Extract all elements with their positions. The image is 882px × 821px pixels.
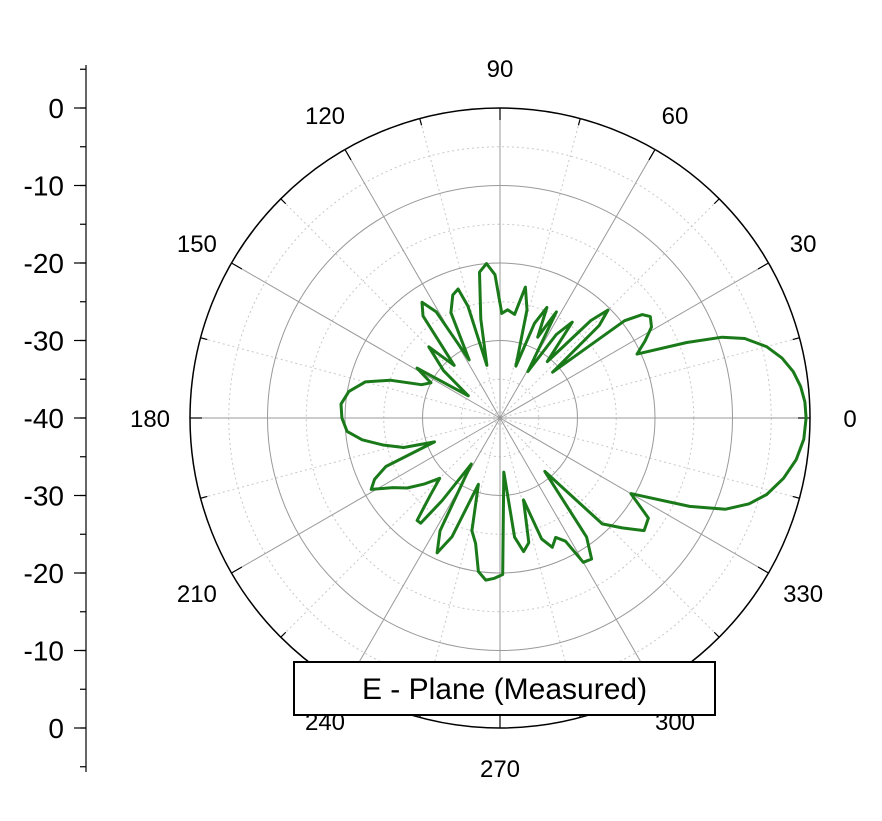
series-line <box>339 262 808 582</box>
angle-label: 150 <box>177 231 217 258</box>
angle-tick <box>344 149 352 161</box>
legend-label: E - Plane (Measured) <box>362 673 647 706</box>
grid-spoke <box>344 417 501 687</box>
radial-tick-label: -10 <box>24 171 64 202</box>
radial-tick-label: -40 <box>24 403 64 434</box>
radial-tick-label: 0 <box>48 713 64 744</box>
angle-tick <box>792 337 800 341</box>
grid-spoke <box>231 262 501 419</box>
angle-tick <box>792 495 800 499</box>
angle-label: 120 <box>305 103 345 130</box>
angle-label: 60 <box>662 103 689 130</box>
angle-tick <box>577 118 581 126</box>
radial-tick-label: -30 <box>24 326 64 357</box>
angle-label: 30 <box>790 231 817 258</box>
radial-tick-label: -20 <box>24 558 64 589</box>
angle-tick <box>419 118 423 126</box>
angle-tick <box>757 262 769 270</box>
angle-tick <box>200 495 208 499</box>
legend: E - Plane (Measured) <box>293 661 716 716</box>
angle-tick <box>648 149 656 161</box>
angle-label: 180 <box>130 406 170 433</box>
angle-label: 210 <box>177 581 217 608</box>
radial-axis: 0 -10 -20 -30 -40 -30 -20 -10 0 <box>24 65 87 772</box>
angle-tick <box>231 566 243 574</box>
grid-spoke <box>231 417 501 574</box>
grid-spoke <box>499 149 656 419</box>
angle-tick <box>280 631 287 638</box>
radial-tick-label: -20 <box>24 248 64 279</box>
angle-tick <box>713 631 720 638</box>
grid-spoke <box>499 417 656 687</box>
radial-tick-label: -10 <box>24 636 64 667</box>
angle-tick <box>280 198 287 205</box>
angle-label: 90 <box>487 56 514 83</box>
grid-spoke <box>344 149 501 419</box>
legend-box <box>293 661 716 716</box>
angle-tick <box>200 337 208 341</box>
angle-tick <box>231 262 243 270</box>
major-grid <box>189 107 811 729</box>
radial-tick-label: 0 <box>48 93 64 124</box>
angle-tick <box>713 198 720 205</box>
radial-tick-label: -30 <box>24 481 64 512</box>
angle-tick <box>757 566 769 574</box>
grid-spoke <box>499 262 769 419</box>
angle-label: 0 <box>843 406 856 433</box>
angle-label: 330 <box>783 581 823 608</box>
angle-label: 270 <box>480 756 520 783</box>
data-series <box>339 262 808 582</box>
